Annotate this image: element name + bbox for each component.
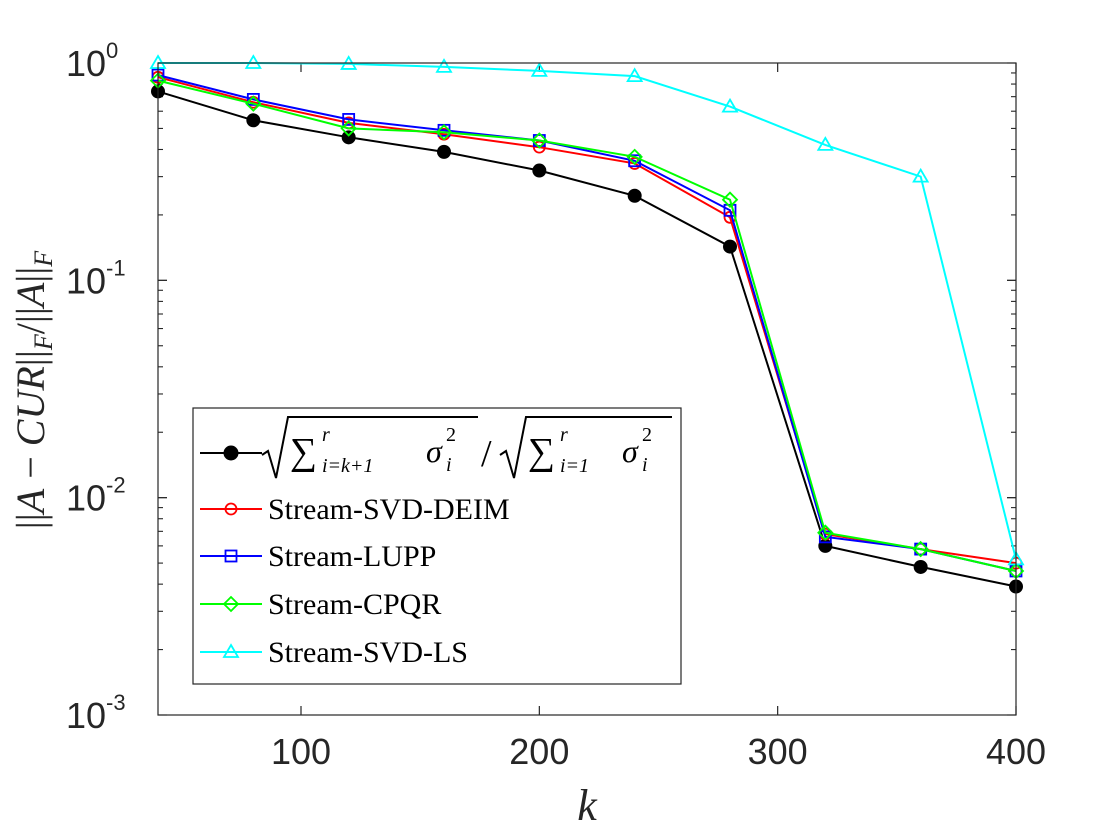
- y-tick-label-base: 10: [66, 695, 106, 736]
- data-point-stream-svd-deim: [532, 140, 546, 154]
- y-tick-label: 10 0: [66, 38, 118, 84]
- legend-marker-stream-svd-ls: [222, 643, 240, 658]
- x-tick-label: 300: [748, 731, 808, 772]
- sum-lower-1: i=k+1: [322, 455, 373, 477]
- y-label-slash: /: [8, 322, 53, 334]
- data-point-stream-cpqr: [340, 120, 357, 137]
- legend-entry-stream-svd-ls: Stream-SVD-LS: [200, 636, 468, 669]
- data-point-stream-svd-ls: [626, 67, 644, 83]
- sigma-sub-2: i: [642, 454, 648, 476]
- sigma-exp-2: 2: [642, 424, 652, 446]
- x-tick-label: 400: [986, 731, 1046, 772]
- data-point-truncation-bound: [818, 538, 833, 553]
- y-tick-label-exponent: 0: [106, 38, 118, 63]
- legend-box: [192, 407, 682, 685]
- data-point-stream-svd-ls: [530, 62, 548, 77]
- y-label-norm-bars-4: ||: [8, 267, 53, 283]
- legend-entry-truncation-bound: ∑ r i=k+1 σ 2 i / ∑ r i=1 σ 2 i: [200, 416, 672, 479]
- data-point-stream-cpqr: [531, 132, 548, 149]
- y-tick-label: 10 -2: [66, 473, 126, 519]
- data-point-truncation-bound: [627, 188, 642, 203]
- sum-symbol-2: ∑: [528, 431, 555, 473]
- legend-entry-stream-cpqr: Stream-CPQR: [200, 588, 441, 621]
- y-label-a: A: [8, 488, 53, 516]
- y-label-minus: −: [8, 446, 53, 489]
- series-line-stream-lupp: [157, 74, 1017, 572]
- data-point-truncation-bound: [246, 113, 261, 128]
- y-tick-label-base: 10: [66, 260, 106, 301]
- y-label-cur: CUR: [8, 366, 53, 446]
- data-point-stream-cpqr: [721, 191, 739, 208]
- legend-marker-truncation-bound: [223, 445, 239, 461]
- data-point-stream-lupp: [246, 93, 260, 106]
- legend-label-stream-svd-deim: Stream-SVD-DEIM: [268, 493, 510, 526]
- y-label-norm-bars-1: ||: [8, 513, 53, 529]
- data-point-stream-cpqr: [245, 95, 262, 112]
- sum-symbol-1: ∑: [290, 431, 317, 473]
- legend-marker-stream-lupp: [224, 549, 238, 563]
- x-tick-label: 100: [271, 731, 331, 772]
- sigma-sub-1: i: [446, 454, 452, 476]
- data-point-stream-svd-ls: [912, 167, 930, 183]
- data-point-stream-svd-ls: [435, 58, 453, 73]
- x-tick-label: 200: [509, 731, 569, 772]
- sigma-1: σ: [426, 433, 443, 469]
- y-tick-label-exponent: -1: [106, 255, 126, 280]
- data-point-truncation-bound: [913, 559, 928, 574]
- sum-upper-2: r: [560, 424, 568, 446]
- data-point-truncation-bound: [532, 163, 547, 178]
- data-point-stream-lupp: [342, 113, 356, 126]
- legend-marker-stream-cpqr: [222, 595, 240, 613]
- y-label-sub-f1: F: [29, 333, 58, 351]
- legend-entry-stream-svd-deim: Stream-SVD-DEIM: [200, 493, 510, 526]
- svg-text:||A − CUR||F/||A||F: ||A − CUR||F/||A||F: [8, 250, 58, 530]
- series-line-truncation-bound: [157, 90, 1017, 588]
- sum-lower-2: i=1: [560, 455, 589, 477]
- data-point-stream-cpqr: [435, 124, 453, 141]
- legend-marker-stream-svd-deim: [224, 502, 238, 516]
- formula-slash: /: [481, 433, 492, 475]
- legend-entry-stream-lupp: Stream-LUPP: [200, 540, 436, 573]
- x-tick-labels: 100 200 300 400: [271, 731, 1046, 772]
- y-tick-label: 10 -1: [66, 255, 126, 301]
- data-point-stream-lupp: [723, 203, 737, 217]
- data-point-truncation-bound: [341, 130, 356, 145]
- y-label-norm-bars-3: ||: [8, 307, 53, 323]
- series-stream-cpqr: [149, 72, 1025, 580]
- data-point-stream-cpqr: [912, 540, 929, 558]
- data-point-stream-svd-ls: [721, 97, 739, 113]
- data-point-stream-svd-ls: [816, 136, 834, 151]
- legend-label-stream-cpqr: Stream-CPQR: [268, 588, 441, 621]
- y-label-a2: A: [8, 282, 53, 310]
- plot-frame: [157, 62, 1017, 716]
- y-label-sub-f2: F: [29, 250, 58, 268]
- radical-sign-2: [499, 416, 672, 479]
- radical-sign-1: [261, 416, 478, 479]
- y-tick-label: 10 -3: [66, 690, 126, 736]
- sigma-exp-1: 2: [446, 424, 456, 446]
- legend-formula: ∑ r i=k+1 σ 2 i / ∑ r i=1 σ 2 i: [261, 416, 672, 479]
- sum-upper-1: r: [322, 424, 330, 446]
- x-axis-label: k: [577, 781, 598, 830]
- y-tick-label-base: 10: [66, 43, 106, 84]
- legend-label-stream-svd-ls: Stream-SVD-LS: [268, 636, 468, 669]
- data-point-stream-lupp: [628, 154, 642, 168]
- data-point-stream-cpqr: [626, 148, 643, 166]
- legend: ∑ r i=k+1 σ 2 i / ∑ r i=1 σ 2 i St: [192, 407, 682, 685]
- data-point-truncation-bound: [437, 144, 451, 159]
- y-axis-label: ||A − CUR||F/||A||F: [8, 250, 58, 530]
- legend-label-stream-lupp: Stream-LUPP: [268, 540, 436, 573]
- y-label-norm-bars-2: ||: [8, 350, 53, 366]
- y-tick-label-exponent: -2: [106, 473, 126, 498]
- data-point-stream-cpqr: [817, 524, 834, 541]
- sigma-2: σ: [622, 433, 639, 469]
- y-tick-label-base: 10: [66, 478, 106, 519]
- data-point-truncation-bound: [723, 239, 737, 254]
- data-point-stream-svd-ls: [244, 54, 262, 69]
- y-tick-label-exponent: -3: [106, 690, 126, 715]
- series-line-stream-cpqr: [157, 79, 1017, 572]
